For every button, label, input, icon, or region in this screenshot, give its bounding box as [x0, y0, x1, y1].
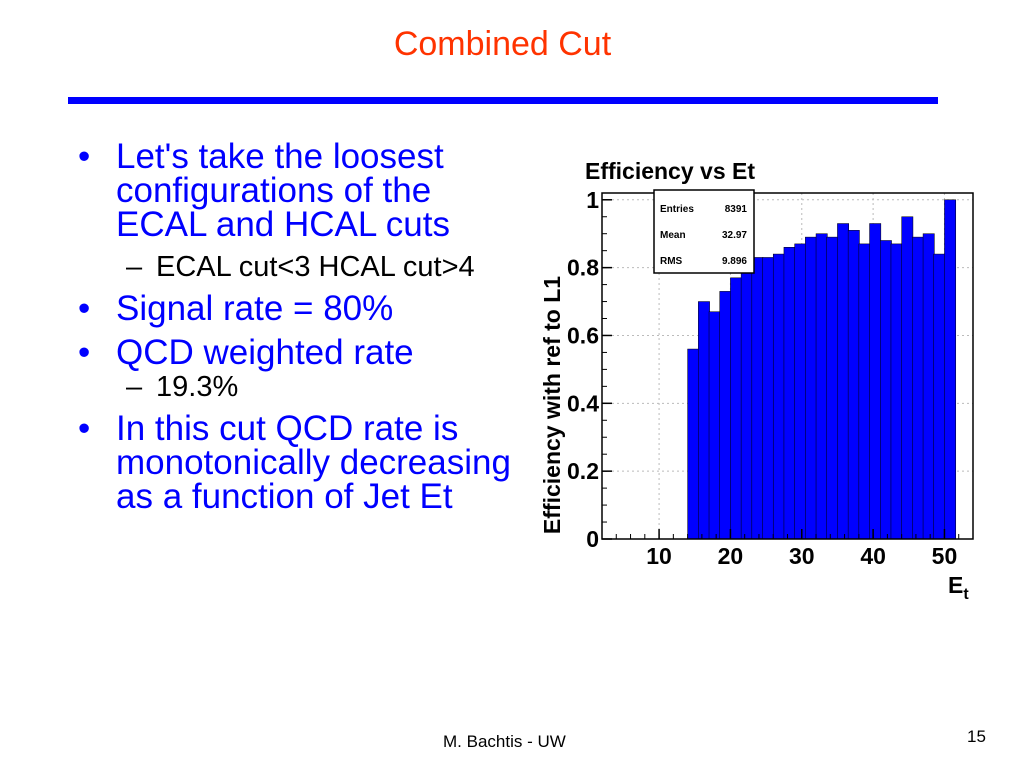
histogram-bar	[740, 270, 753, 540]
histogram-bar	[762, 257, 775, 540]
stats-box-frame	[653, 189, 755, 274]
y-tick-labels: 0 0.2 0.4 0.6 0.8 1	[567, 187, 599, 552]
bullet-text: In this cut QCD rate is monotonically de…	[116, 409, 511, 516]
y-tick-label: 0.4	[567, 390, 599, 416]
slide-title: Combined Cut	[393, 25, 612, 63]
histogram-bar	[783, 247, 796, 540]
y-tick-label: 1	[586, 187, 599, 213]
footer-author: M. Bachtis - UW	[443, 732, 566, 751]
y-tick-label: 0.2	[567, 458, 599, 484]
y-tick-label: 0.6	[567, 322, 599, 348]
stats-entries-label: Entries	[660, 204, 694, 215]
histogram-bar	[772, 253, 785, 540]
histogram-bar	[730, 277, 742, 540]
x-tick-label: 50	[932, 543, 958, 569]
stats-rms-value: 9.896	[722, 256, 747, 267]
bullet-dot: •	[78, 409, 91, 448]
histogram-bar	[858, 243, 871, 540]
sub-bullet-dash: –	[126, 251, 143, 283]
histogram-bar	[719, 291, 732, 540]
histogram-bar	[794, 243, 807, 540]
x-tick-label: 10	[646, 543, 672, 569]
histogram-bar	[880, 240, 892, 540]
stats-mean-label: Mean	[660, 230, 686, 241]
histogram-bar	[933, 253, 946, 540]
bullet-item: • QCD weighted rate	[78, 333, 518, 372]
page-number: 15	[967, 727, 986, 746]
histogram-bar	[922, 233, 935, 540]
efficiency-histogram: Efficiency vs Et 0 0.2 0.4 0.6 0.8 1 10 20 30 40…	[539, 158, 974, 603]
histogram-bar	[698, 301, 710, 540]
histogram-bar	[901, 216, 914, 540]
chart-title: Efficiency vs Et	[585, 158, 755, 184]
stats-entries-value: 8391	[725, 204, 748, 215]
histogram-bar	[944, 199, 957, 540]
histogram-bar	[687, 348, 700, 540]
y-axis-label: Efficiency with ref to L1	[539, 276, 565, 534]
stats-mean-value: 32.97	[722, 230, 747, 241]
bullet-list: • Let's take the loosest configurations …	[78, 137, 518, 524]
stats-rms-label: RMS	[660, 256, 683, 267]
x-axis-label-main: E	[948, 572, 963, 598]
histogram-bar	[708, 311, 721, 540]
x-axis-label-subscript: t	[963, 586, 969, 603]
bullet-item: • In this cut QCD rate is monotonically …	[78, 409, 518, 516]
bullet-text: QCD weighted rate	[116, 333, 414, 372]
x-axis-label: Et	[948, 572, 969, 603]
histogram-bar	[837, 223, 849, 540]
histogram-bar	[751, 257, 764, 540]
histogram-bar	[826, 236, 839, 540]
y-tick-label: 0.8	[567, 255, 599, 281]
sub-bullet-item: – 19.3%	[78, 372, 518, 402]
x-tick-label: 20	[718, 543, 744, 569]
histogram-bar	[869, 223, 882, 540]
bullet-text: Signal rate = 80%	[116, 289, 394, 328]
bullet-dot: •	[78, 137, 91, 176]
histogram-bar	[805, 236, 817, 540]
x-tick-label: 40	[860, 543, 886, 569]
sub-bullet-dash: –	[126, 371, 143, 403]
bullet-text: Let's take the loosest configurations of…	[116, 137, 450, 244]
axes	[601, 192, 974, 540]
sub-bullet-text: ECAL cut<3 HCAL cut>4	[156, 251, 475, 283]
sub-bullet-text: 19.3%	[156, 371, 239, 403]
title-underline	[68, 97, 938, 104]
bullet-dot: •	[78, 333, 91, 372]
histogram-bar	[912, 236, 924, 540]
bullet-item: • Signal rate = 80%	[78, 289, 518, 328]
x-tick-labels: 10 20 30 40 50	[646, 543, 957, 569]
histogram-bar	[815, 233, 828, 540]
bullet-item: • Let's take the loosest configurations …	[78, 137, 518, 244]
bullet-dot: •	[78, 289, 91, 328]
x-tick-label: 30	[789, 543, 815, 569]
histogram-bar	[847, 230, 860, 540]
histogram-bars	[687, 199, 957, 540]
y-tick-label: 0	[586, 526, 599, 552]
sub-bullet-item: – ECAL cut<3 HCAL cut>4	[78, 252, 518, 282]
stats-box: Entries 8391 Mean 32.97 RMS 9.896	[653, 189, 755, 274]
histogram-bar	[890, 243, 903, 540]
